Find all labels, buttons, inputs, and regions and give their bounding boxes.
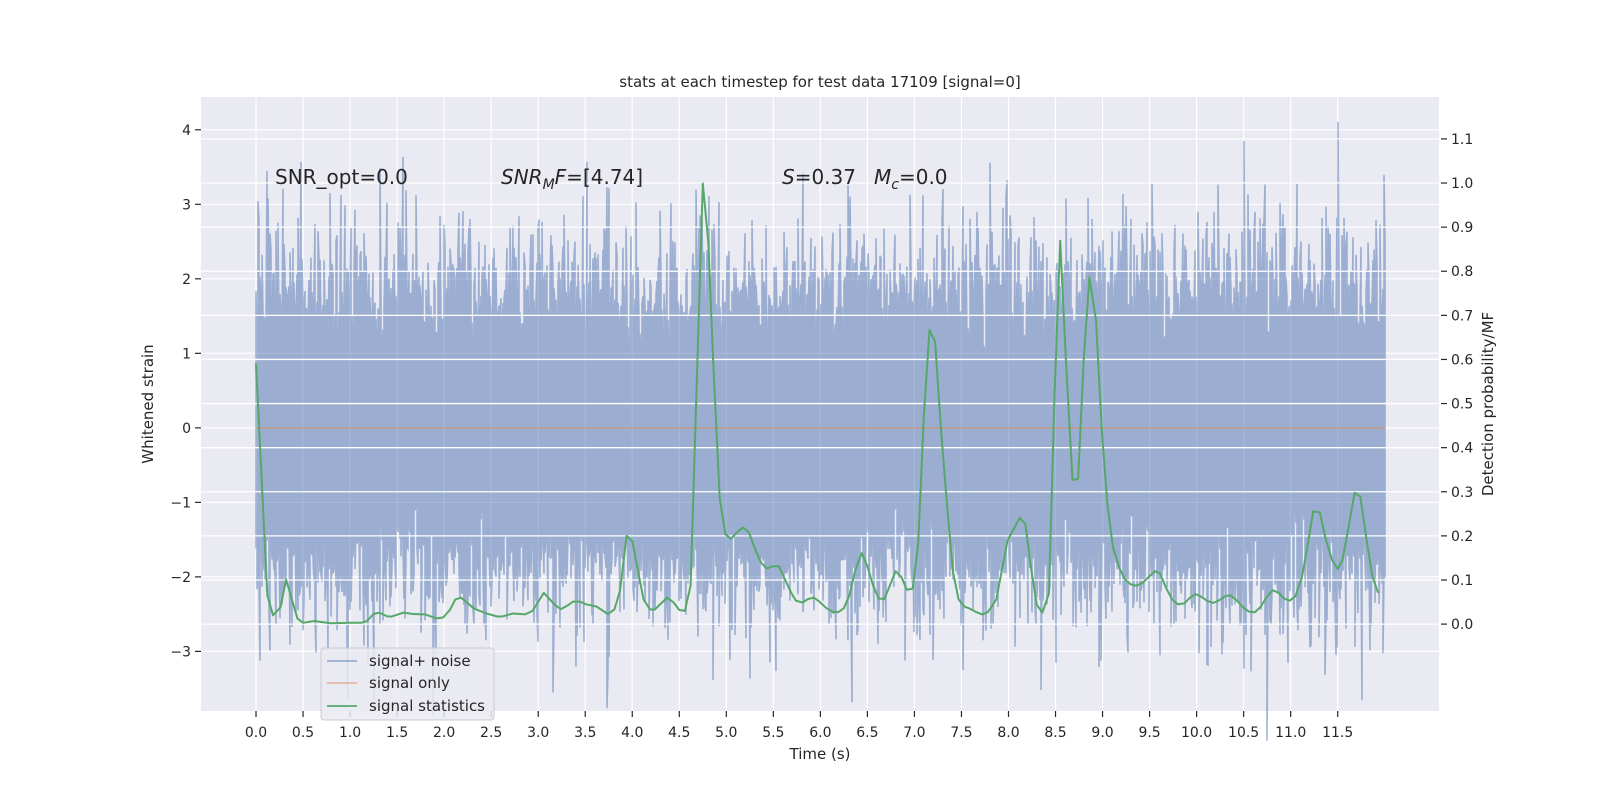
x-tick-label: 1.5: [386, 725, 408, 741]
legend: signal+ noise signal only signal statist…: [320, 647, 495, 721]
x-tick-label: 8.5: [1044, 725, 1066, 741]
x-tick-label: 5.0: [715, 725, 737, 741]
mc-label: M: [874, 165, 891, 189]
y-right-tick-label: 0.6: [1451, 352, 1473, 368]
y-tick-label: 1: [182, 346, 191, 362]
legend-label-stats: signal statistics: [369, 697, 485, 715]
x-axis-label: Time (s): [789, 745, 851, 763]
x-tick-label: 9.5: [1138, 725, 1160, 741]
y-tick-label: 2: [182, 272, 191, 288]
annotation-s: S=0.37: [782, 165, 856, 189]
x-tick-label: 11.0: [1275, 725, 1306, 741]
grid-right: [201, 138, 1439, 625]
x-tick-label: 7.0: [903, 725, 925, 741]
x-tick-label: 3.0: [527, 725, 549, 741]
y-right-tick-label: 0.8: [1451, 264, 1473, 280]
x-tick-label: 9.0: [1091, 725, 1113, 741]
x-tick-label: 2.5: [480, 725, 502, 741]
x-tick-label: 11.5: [1322, 725, 1353, 741]
y-right-tick-label: 1.1: [1451, 132, 1473, 148]
snr-mf-sub: M: [543, 177, 555, 193]
stats-layer: [255, 182, 1380, 625]
y-right-tick-label: 0.2: [1451, 529, 1473, 545]
y-right-tick-label: 0.7: [1451, 308, 1473, 324]
y-right-tick-label: 0.0: [1451, 617, 1473, 633]
s-label: S: [782, 165, 795, 189]
mc-sub: c: [891, 177, 899, 193]
y-tick-label: −1: [170, 495, 191, 511]
x-tick-label: 6.5: [856, 725, 878, 741]
legend-box: [320, 647, 495, 721]
mc-value: =0.0: [899, 165, 948, 189]
chart-title: stats at each timestep for test data 171…: [619, 73, 1020, 91]
x-tick-label: 0.0: [245, 725, 267, 741]
y-right-tick-label: 0.5: [1451, 397, 1473, 413]
x-tick-label: 4.0: [621, 725, 643, 741]
legend-label-noise: signal+ noise: [369, 652, 471, 670]
x-axis-ticks: 0.0 0.5 1.0 1.5 2.0 2.5 3.0 3.5 4.0 4.5 5.0 5.5 6.0 6…: [245, 711, 1353, 741]
y-tick-label: −3: [170, 644, 191, 660]
y-right-tick-label: 0.3: [1451, 485, 1473, 501]
signal-statistics-line: [255, 182, 1380, 625]
s-value: =0.37: [795, 165, 856, 189]
y-right-tick-label: 0.1: [1451, 573, 1473, 589]
y-axis-label: Whitened strain: [139, 344, 157, 463]
y-right-axis-ticks: 0.0 0.1 0.2 0.3 0.4 0.5 0.6 0.7 0.8 0.9 1.0 1.1: [1441, 132, 1473, 633]
x-tick-label: 2.0: [433, 725, 455, 741]
x-tick-label: 3.5: [574, 725, 596, 741]
x-tick-label: 10.5: [1228, 725, 1259, 741]
annotation-snr-opt: SNR_opt=0.0: [275, 165, 408, 189]
y-tick-label: 3: [182, 197, 191, 213]
x-tick-label: 6.0: [809, 725, 831, 741]
snr-mf-f: F: [555, 165, 567, 189]
x-tick-label: 0.5: [292, 725, 314, 741]
annotation-mc: Mc=0.0: [874, 165, 948, 193]
y-right-tick-label: 0.9: [1451, 220, 1473, 236]
legend-label-signal: signal only: [369, 674, 450, 692]
x-tick-label: 5.5: [762, 725, 784, 741]
x-tick-label: 1.0: [339, 725, 361, 741]
y-tick-label: −2: [170, 570, 191, 586]
y-tick-label: 4: [182, 123, 191, 139]
y-tick-label: 0: [182, 421, 191, 437]
y-axis-ticks: −3 −2 −1 0 1 2 3 4: [170, 123, 201, 660]
y-right-tick-label: 1.0: [1451, 176, 1473, 192]
y-right-tick-label: 0.4: [1451, 441, 1473, 457]
x-tick-label: 8.0: [997, 725, 1019, 741]
x-tick-label: 4.5: [668, 725, 690, 741]
annotation-snr-mf: SNRMF=[4.74]: [501, 165, 643, 193]
x-tick-label: 7.5: [950, 725, 972, 741]
y-right-axis-label: Detection probability/MF: [1479, 312, 1497, 496]
x-tick-label: 10.0: [1181, 725, 1212, 741]
snr-mf-value: =[4.74]: [566, 165, 643, 189]
snr-mf-main: SNR: [501, 165, 543, 189]
